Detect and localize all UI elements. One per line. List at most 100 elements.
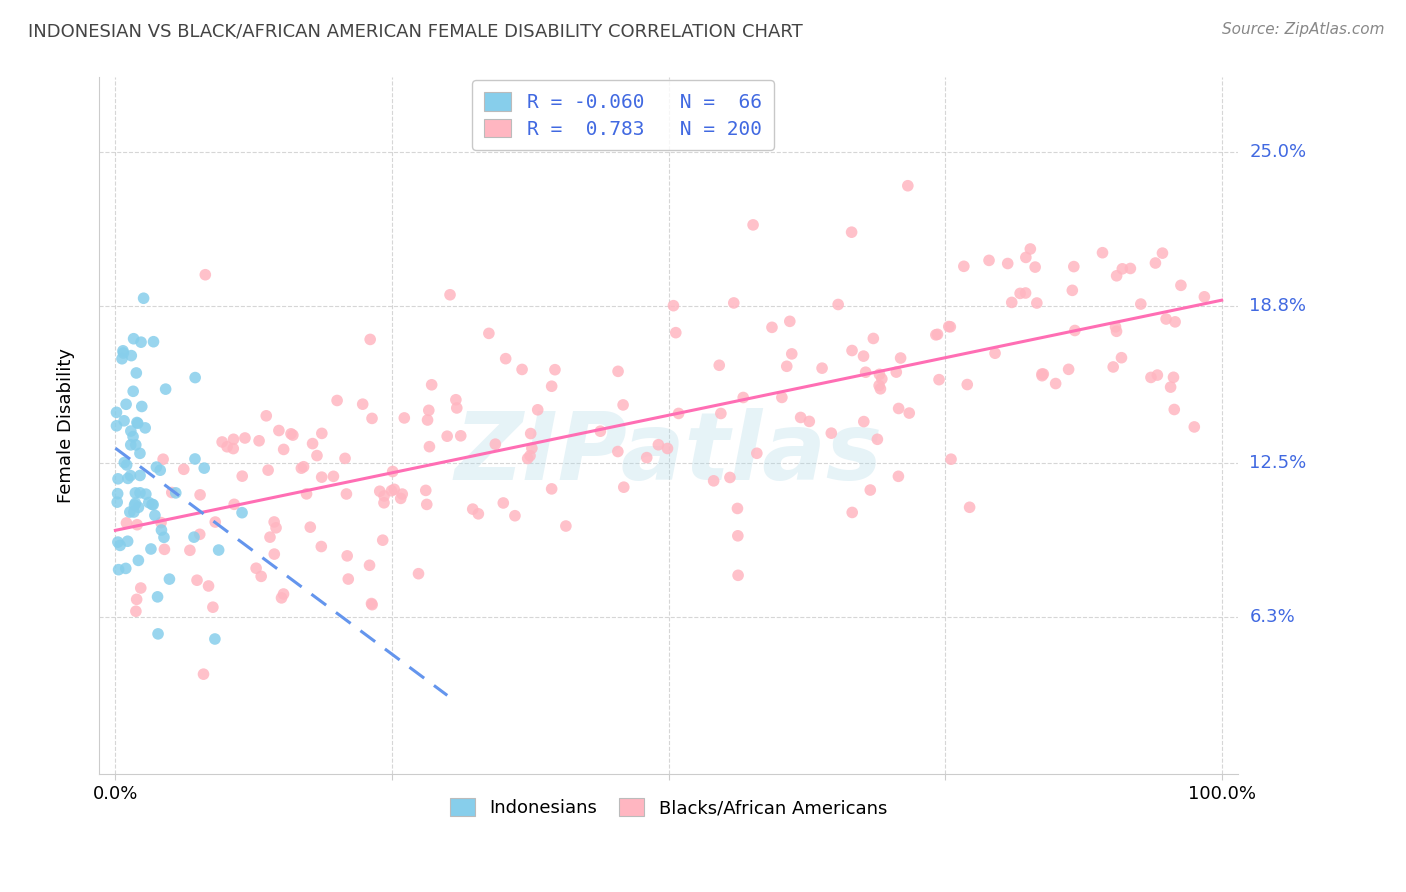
Point xyxy=(250,569,273,583)
Point xyxy=(380,483,402,498)
Point xyxy=(789,410,811,425)
Point xyxy=(841,225,863,239)
Point xyxy=(540,482,562,496)
Point xyxy=(129,335,152,350)
Y-axis label: Female Disability: Female Disability xyxy=(58,348,75,503)
Point xyxy=(742,218,765,232)
Point xyxy=(127,553,149,567)
Point xyxy=(359,333,381,347)
Point xyxy=(120,424,142,438)
Point xyxy=(231,506,253,520)
Point xyxy=(862,331,884,345)
Point xyxy=(194,268,217,282)
Point xyxy=(201,600,224,615)
Point xyxy=(1091,245,1114,260)
Text: 6.3%: 6.3% xyxy=(1250,608,1295,626)
Point xyxy=(492,496,515,510)
Point xyxy=(105,495,128,509)
Point xyxy=(519,449,541,463)
Point xyxy=(733,391,755,405)
Point xyxy=(122,505,145,519)
Point xyxy=(125,604,148,618)
Point xyxy=(129,446,152,460)
Point xyxy=(869,382,891,396)
Point xyxy=(391,487,413,501)
Text: INDONESIAN VS BLACK/AFRICAN AMERICAN FEMALE DISABILITY CORRELATION CHART: INDONESIAN VS BLACK/AFRICAN AMERICAN FEM… xyxy=(28,22,803,40)
Point xyxy=(311,470,333,484)
Point xyxy=(1163,370,1185,384)
Point xyxy=(727,529,749,543)
Point xyxy=(125,416,148,430)
Point xyxy=(703,474,725,488)
Point xyxy=(263,547,285,561)
Point xyxy=(134,421,156,435)
Point xyxy=(188,488,211,502)
Point xyxy=(118,505,141,519)
Point xyxy=(299,520,322,534)
Point xyxy=(188,527,211,541)
Point xyxy=(1152,246,1174,260)
Point xyxy=(770,391,793,405)
Point xyxy=(710,407,733,421)
Point xyxy=(105,405,128,419)
Point xyxy=(884,365,907,379)
Point xyxy=(264,521,287,535)
Point xyxy=(890,351,912,365)
Point xyxy=(153,530,176,544)
Point xyxy=(120,349,142,363)
Point xyxy=(939,319,962,334)
Point xyxy=(811,361,834,376)
Point xyxy=(394,411,416,425)
Point xyxy=(115,458,138,472)
Point xyxy=(516,451,538,466)
Point xyxy=(1119,261,1142,276)
Point xyxy=(928,373,950,387)
Point xyxy=(467,507,489,521)
Point xyxy=(927,327,949,342)
Point xyxy=(450,429,472,443)
Text: ZIPatlas: ZIPatlas xyxy=(454,408,883,500)
Point xyxy=(231,469,253,483)
Point xyxy=(484,437,506,451)
Point xyxy=(657,442,679,456)
Point xyxy=(115,516,138,530)
Point xyxy=(333,451,356,466)
Point xyxy=(668,406,690,420)
Text: Source: ZipAtlas.com: Source: ZipAtlas.com xyxy=(1222,22,1385,37)
Point xyxy=(135,487,157,501)
Point xyxy=(1144,256,1167,270)
Point xyxy=(273,442,295,457)
Point xyxy=(273,587,295,601)
Point xyxy=(263,515,285,529)
Point xyxy=(1111,261,1133,276)
Point xyxy=(1032,367,1054,381)
Point xyxy=(1010,286,1032,301)
Point xyxy=(120,468,142,483)
Point xyxy=(122,429,145,443)
Point xyxy=(108,538,131,552)
Point xyxy=(107,535,129,549)
Point xyxy=(204,632,226,646)
Point xyxy=(138,495,160,509)
Point xyxy=(143,508,166,523)
Point xyxy=(745,446,768,460)
Point xyxy=(420,377,443,392)
Point xyxy=(160,485,183,500)
Point xyxy=(105,418,128,433)
Point xyxy=(139,541,162,556)
Point xyxy=(322,469,344,483)
Text: 12.5%: 12.5% xyxy=(1250,454,1306,472)
Point xyxy=(124,496,146,510)
Point xyxy=(114,561,136,575)
Point xyxy=(841,343,863,358)
Point xyxy=(897,178,920,193)
Point xyxy=(115,397,138,411)
Point xyxy=(336,549,359,563)
Point xyxy=(122,384,145,399)
Point xyxy=(780,347,803,361)
Point xyxy=(142,498,165,512)
Point xyxy=(131,400,153,414)
Point xyxy=(184,370,207,384)
Point xyxy=(295,487,318,501)
Point xyxy=(124,486,146,500)
